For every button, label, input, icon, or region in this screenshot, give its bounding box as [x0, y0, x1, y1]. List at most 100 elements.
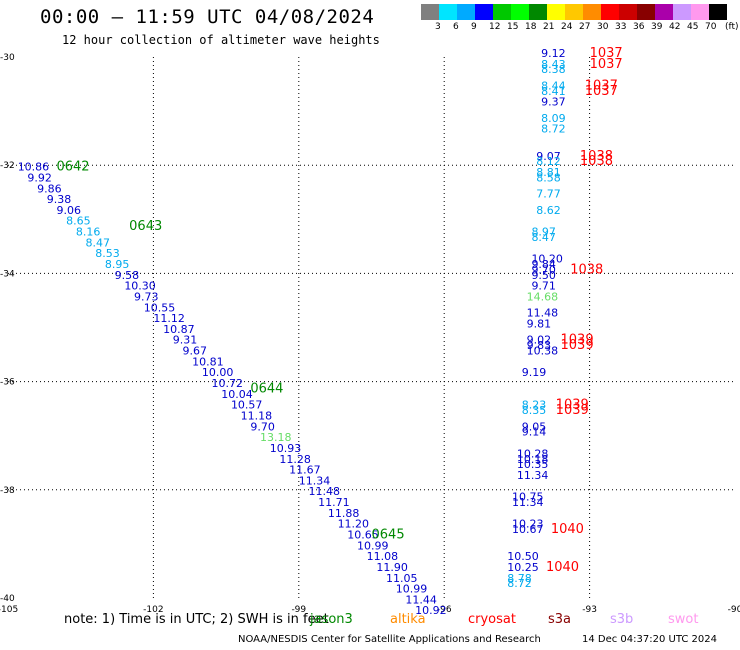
x-tick-label: -105: [0, 605, 18, 615]
satellite-legend-item: altika: [390, 612, 426, 627]
pass-time-label: 1039: [561, 338, 594, 353]
color-swatch: [655, 4, 673, 20]
pass-time-label: 1040: [551, 522, 584, 537]
color-scale-label: 30: [597, 22, 609, 32]
pass-time-label: 1040: [546, 560, 579, 575]
satellite-legend-item: s3b: [610, 612, 634, 627]
color-scale-label: 45: [687, 22, 699, 32]
wave-height-label: 11.28: [279, 453, 311, 466]
wave-height-label: 10.99: [396, 583, 428, 596]
color-swatch: [547, 4, 565, 20]
wave-height-label: 9.84: [531, 258, 556, 271]
wave-height-label: 8.23: [522, 399, 547, 412]
satellite-legend-item: s3a: [548, 612, 572, 627]
color-swatch: [583, 4, 601, 20]
wave-height-label: 10.92: [415, 604, 447, 617]
wave-height-label: 8.47: [86, 236, 111, 249]
wave-height-label: 11.90: [376, 561, 408, 574]
wave-height-label: 11.34: [517, 469, 549, 482]
wave-height-label: 11.34: [299, 474, 331, 487]
color-swatch: [475, 4, 493, 20]
wave-height-label: 9.73: [134, 290, 159, 303]
wave-height-label: 9.86: [37, 182, 62, 195]
color-swatch: [457, 4, 475, 20]
wave-height-label: 10.30: [124, 280, 156, 293]
wave-height-label: 11.12: [153, 312, 185, 325]
wave-height-label: 8.09: [541, 112, 566, 125]
wave-height-label: 10.23: [512, 518, 544, 531]
pass-time-label: 0643: [129, 219, 162, 234]
wave-height-label: 8.38: [541, 63, 566, 76]
wave-height-label: 10.87: [163, 323, 195, 336]
color-scale-label: 33: [615, 22, 627, 32]
wave-height-label: 9.70: [250, 420, 274, 433]
wave-height-label: 9.50: [531, 269, 556, 282]
wave-height-label: 9.92: [27, 171, 51, 184]
wave-height-label: 10.55: [144, 301, 176, 314]
wave-height-label: 9.71: [531, 280, 556, 293]
x-tick-label: -102: [143, 605, 163, 615]
wave-height-label: 11.71: [318, 496, 350, 509]
wave-height-label: 11.48: [527, 307, 559, 320]
color-swatch: [673, 4, 691, 20]
wave-height-label: 10.28: [517, 447, 549, 460]
wave-height-label: 9.83: [527, 339, 552, 352]
color-scale-label: 15: [507, 22, 519, 32]
chart-subtitle: 12 hour collection of altimeter wave hei…: [62, 33, 380, 47]
wave-height-label: 9.07: [536, 150, 561, 163]
wave-height-label: 10.04: [221, 388, 253, 401]
y-tick-label: -30: [0, 53, 15, 63]
x-tick-label: -90: [728, 605, 740, 615]
color-scale-label: 18: [525, 22, 537, 32]
wave-height-label: 10.25: [507, 561, 539, 574]
color-swatch: [637, 4, 655, 20]
satellite-legend-item: jason3: [310, 612, 353, 627]
wave-height-label: 10.72: [212, 377, 244, 390]
wave-height-label: 9.67: [182, 345, 207, 358]
wave-height-label: 11.08: [367, 550, 399, 563]
wave-height-label: 11.34: [512, 496, 544, 509]
wave-height-label: 8.53: [95, 247, 120, 260]
wave-height-label: 10.35: [517, 458, 549, 471]
credit-text: NOAA/NESDIS Center for Satellite Applica…: [238, 634, 541, 645]
wave-height-label: 9.70: [531, 263, 556, 276]
color-swatch: [511, 4, 529, 20]
wave-height-label: 8.16: [76, 226, 101, 239]
x-tick-label: -93: [582, 605, 597, 615]
wave-height-label: 9.37: [541, 96, 566, 109]
wave-height-label: 10.93: [270, 442, 302, 455]
pass-time-label: 1037: [590, 57, 623, 72]
pass-time-label: 1038: [570, 262, 603, 277]
color-scale-label: 70: [705, 22, 717, 32]
y-tick-label: -40: [0, 594, 15, 604]
wave-height-label: 8.97: [531, 226, 556, 239]
y-tick-label: -34: [0, 269, 15, 279]
pass-time-label: 1039: [561, 333, 594, 348]
x-tick-label: -96: [437, 605, 452, 615]
wave-height-label: 10.99: [357, 539, 389, 552]
wave-height-label: 10.86: [18, 161, 50, 174]
wave-height-label: 10.81: [192, 355, 224, 368]
color-swatch: [619, 4, 637, 20]
color-scale-label: 12: [489, 22, 501, 32]
color-swatch: [439, 4, 457, 20]
pass-time-label: 0642: [56, 160, 89, 175]
wave-height-label: 14.68: [527, 290, 559, 303]
wave-height-label: 11.44: [405, 593, 437, 606]
wave-height-label: 11.67: [289, 464, 321, 477]
generation-timestamp: 14 Dec 04:37:20 UTC 2024: [582, 634, 717, 645]
wave-height-label: 11.18: [241, 409, 273, 422]
color-swatch: [565, 4, 583, 20]
wave-height-label: 10.20: [531, 253, 563, 266]
wave-height-label: 10.38: [527, 345, 559, 358]
color-scale-label: 36: [633, 22, 645, 32]
wave-height-label: 9.31: [173, 334, 198, 347]
wave-height-label: 8.41: [541, 85, 566, 98]
wave-height-label: 9.12: [541, 47, 566, 60]
color-swatch: [691, 4, 709, 20]
wave-height-label: 9.02: [527, 334, 552, 347]
wave-height-label: 8.44: [541, 79, 566, 92]
wave-height-label: 9.14: [522, 426, 547, 439]
color-scale-label: 27: [579, 22, 591, 32]
